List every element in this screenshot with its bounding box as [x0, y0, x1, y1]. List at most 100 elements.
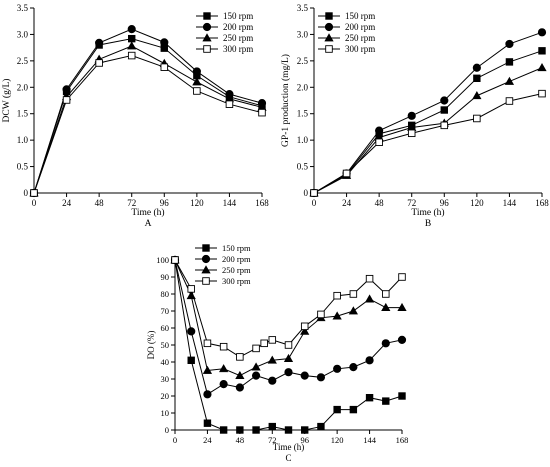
x-axis-label-c: Time (h)	[273, 442, 304, 452]
legend-label-200-rpm: 200 rpm	[222, 254, 251, 264]
legend-marker-300-rpm	[202, 277, 210, 285]
data-point-200-rpm-c	[219, 379, 228, 389]
data-point-300-rpm-b	[407, 129, 416, 138]
x-tick-label-c: 0	[173, 435, 177, 445]
data-point-200-rpm-b	[537, 28, 547, 37]
data-point-300-rpm-c	[268, 336, 277, 344]
data-point-300-rpm-b	[440, 121, 449, 130]
data-point-200-rpm-a	[62, 85, 71, 94]
x-tick-label-a: 72	[127, 198, 136, 208]
data-point-300-rpm-c	[382, 290, 390, 298]
data-point-300-rpm-a	[127, 51, 136, 60]
data-point-200-rpm-a	[95, 38, 104, 47]
series-line-150-rpm-a	[33, 38, 263, 194]
data-point-300-rpm-c	[219, 342, 228, 351]
data-point-300-rpm-b	[310, 189, 318, 197]
data-point-200-rpm-b	[505, 39, 514, 49]
data-point-150-rpm-a	[128, 34, 136, 43]
data-point-200-rpm-c	[284, 368, 293, 377]
legend-marker-250-rpm	[324, 33, 334, 42]
x-tick-label-c: 144	[363, 435, 377, 445]
x-tick-label-a: 144	[223, 198, 237, 208]
data-point-250-rpm-c	[332, 311, 342, 320]
data-point-250-rpm-b	[537, 63, 547, 72]
data-point-250-rpm-c	[235, 370, 245, 379]
data-point-200-rpm-c	[349, 362, 358, 372]
data-point-300-rpm-a	[62, 96, 71, 104]
series-line-300-rpm-c	[174, 259, 403, 358]
panel-label-a: A	[145, 219, 152, 229]
data-point-200-rpm-c	[333, 364, 342, 373]
y-tick-label-a: 3.5	[17, 3, 29, 13]
data-point-200-rpm-c	[268, 376, 277, 385]
legend-marker-300-rpm	[203, 45, 211, 53]
data-point-150-rpm-b	[538, 47, 546, 55]
x-tick-label-a: 0	[32, 198, 37, 208]
y-tick-label-c: 40	[161, 357, 170, 367]
data-point-300-rpm-a	[95, 59, 103, 67]
y-tick-label-c: 20	[161, 391, 170, 401]
x-tick-label-c: 72	[268, 435, 277, 445]
legend-marker-200-rpm	[202, 22, 212, 32]
x-tick-label-b: 72	[407, 198, 416, 208]
y-tick-label-c: 100	[156, 255, 169, 265]
x-tick-label-c: 120	[331, 435, 344, 445]
legend-label-300-rpm: 300 rpm	[223, 44, 253, 54]
data-point-300-rpm-b	[375, 138, 383, 147]
y-tick-label-b: 0	[304, 188, 309, 198]
panel-label-c: C	[285, 453, 291, 463]
data-point-150-rpm-c	[284, 426, 293, 434]
data-point-200-rpm-a	[160, 38, 169, 47]
data-point-300-rpm-c	[349, 290, 358, 298]
data-point-200-rpm-c	[251, 371, 261, 380]
legend-label-200-rpm: 200 rpm	[223, 22, 253, 32]
data-point-300-rpm-a	[258, 108, 266, 117]
y-tick-label-b: 2.0	[297, 82, 309, 92]
legend-label-150-rpm: 150 rpm	[345, 11, 375, 21]
data-point-300-rpm-c	[260, 339, 268, 348]
data-point-300-rpm-c	[252, 344, 260, 353]
data-point-150-rpm-c	[382, 397, 390, 405]
data-point-200-rpm-c	[187, 327, 196, 336]
x-tick-label-a: 168	[255, 198, 269, 208]
x-tick-label-a: 120	[190, 198, 204, 208]
chart-panel-a: 0 24 48 72 96 120 144 168 0 0.5 1.0 1.5 2.0 2.5 3.0 3.5…	[1, 3, 269, 229]
data-point-300-rpm-c	[333, 291, 341, 300]
data-point-200-rpm-c	[203, 390, 212, 399]
data-point-150-rpm-c	[268, 422, 276, 431]
data-point-150-rpm-c	[219, 426, 228, 434]
legend-label-250-rpm: 250 rpm	[223, 33, 253, 43]
data-point-250-rpm-c	[202, 365, 213, 374]
data-point-300-rpm-c	[187, 285, 195, 293]
data-point-250-rpm-c	[300, 326, 310, 335]
x-tick-label-a: 96	[160, 198, 170, 208]
y-tick-label-a: 2.0	[17, 82, 29, 92]
y-tick-label-b: 1.5	[297, 109, 309, 119]
legend-marker-200-rpm	[324, 22, 334, 32]
legend-label-250-rpm: 250 rpm	[222, 265, 251, 275]
legend-marker-150-rpm	[202, 244, 210, 252]
data-point-250-rpm-b	[504, 76, 515, 85]
data-point-200-rpm-c	[397, 335, 407, 344]
y-tick-label-c: 30	[161, 374, 170, 384]
data-point-200-rpm-c	[365, 356, 374, 365]
x-axis-label-a: Time (h)	[131, 207, 164, 218]
y-tick-label-c: 70	[161, 306, 170, 316]
legend-label-300-rpm: 300 rpm	[222, 276, 251, 286]
data-point-250-rpm-b	[472, 91, 482, 100]
y-axis-label-c: DO (%)	[146, 331, 156, 360]
legend-marker-200-rpm	[201, 254, 211, 264]
data-point-250-rpm-c	[381, 302, 391, 311]
data-point-300-rpm-a	[160, 63, 169, 71]
legend-label-200-rpm: 200 rpm	[345, 22, 375, 32]
data-point-200-rpm-b	[440, 96, 449, 105]
data-point-250-rpm-c	[348, 306, 358, 315]
legend-marker-150-rpm	[325, 12, 333, 20]
data-point-200-rpm-b	[472, 63, 481, 72]
y-tick-label-a: 0	[24, 188, 29, 198]
data-point-250-rpm-a	[127, 41, 137, 50]
data-point-150-rpm-c	[203, 419, 212, 427]
data-point-200-rpm-c	[316, 373, 326, 382]
y-tick-label-a: 3.0	[17, 29, 29, 39]
